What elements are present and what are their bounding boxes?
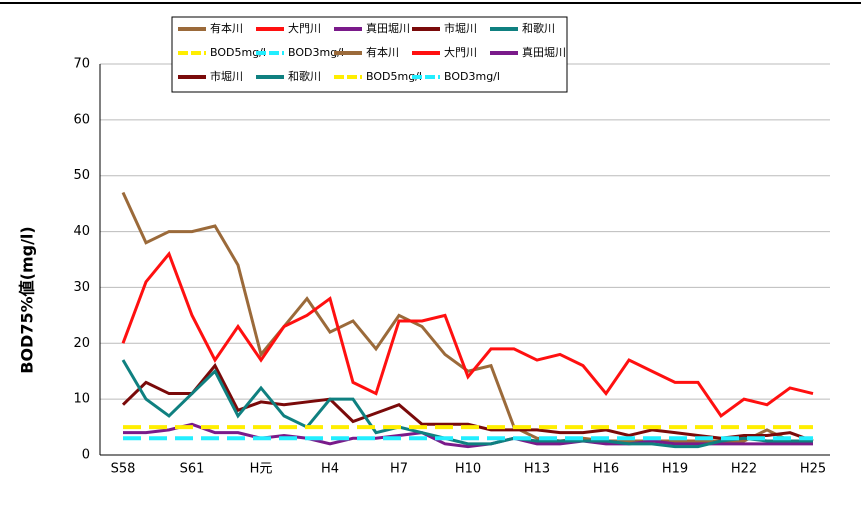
x-tick-label: H13: [524, 462, 550, 477]
x-tick-label: H22: [731, 462, 757, 477]
legend-label: 大門川: [444, 45, 477, 59]
series-line: [121, 359, 813, 449]
x-tick-label: H19: [662, 462, 688, 477]
x-tick-label: S61: [180, 462, 205, 477]
y-tick-label: 0: [82, 448, 90, 463]
y-tick-label: 40: [73, 224, 90, 239]
series-line: [121, 362, 814, 443]
y-tick-label: 30: [73, 280, 90, 295]
y-tick-label: 10: [73, 392, 90, 407]
y-tick-label: 20: [73, 336, 90, 351]
x-tick-label: S58: [111, 462, 136, 477]
x-tick-label: H10: [455, 462, 481, 477]
legend-label: 和歌川: [288, 69, 321, 83]
y-tick-label: 50: [73, 168, 90, 183]
legend-label: BOD3mg/l: [444, 70, 500, 83]
legend-label: BOD3mg/l: [288, 46, 344, 59]
x-tick-label: H16: [593, 462, 619, 477]
x-tick-label: H25: [800, 462, 826, 477]
series-line: [121, 250, 814, 419]
legend-label: 大門川: [288, 21, 321, 35]
y-axis-label: BOD75%値(mg/l): [18, 226, 37, 373]
legend-label: 市堀川: [444, 21, 477, 35]
series-line: [121, 191, 813, 443]
legend-label: 真田堀川: [522, 45, 566, 59]
legend-label: 有本川: [366, 45, 399, 59]
x-tick-label: H4: [321, 462, 339, 477]
y-tick-label: 60: [73, 112, 90, 127]
series-line: [123, 422, 813, 449]
legend-label: 市堀川: [210, 69, 243, 83]
x-tick-label: H元: [250, 462, 273, 477]
legend-label: 和歌川: [522, 21, 555, 35]
x-tick-label: H7: [390, 462, 408, 477]
legend-label: BOD5mg/l: [210, 46, 266, 59]
legend-label: BOD5mg/l: [366, 70, 422, 83]
legend-label: 有本川: [210, 21, 243, 35]
legend-label: 真田堀川: [366, 21, 410, 35]
y-tick-label: 70: [73, 57, 90, 72]
